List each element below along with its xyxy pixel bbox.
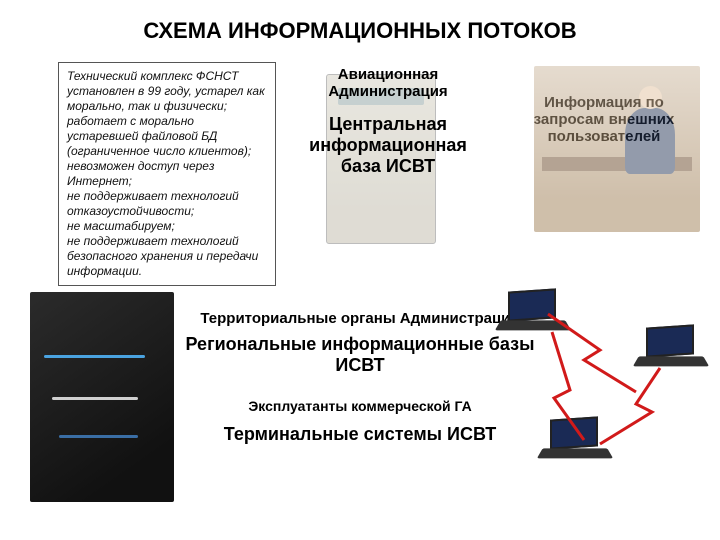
spark-path — [600, 368, 660, 444]
spark-path — [548, 314, 636, 392]
spark-connectors — [0, 0, 720, 540]
spark-path — [552, 332, 584, 440]
